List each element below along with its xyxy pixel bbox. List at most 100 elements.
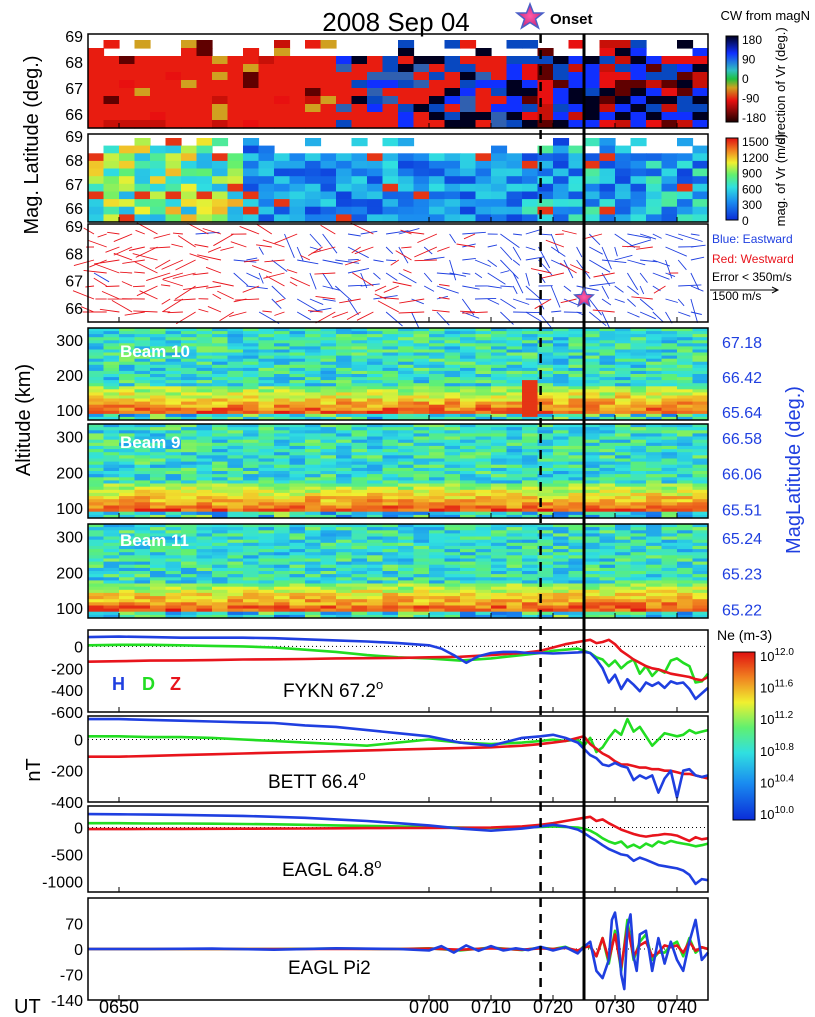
ne-cell [646, 558, 662, 563]
ne-cell [181, 614, 197, 619]
ne-cell [413, 398, 430, 403]
ne-cell [212, 539, 228, 544]
ne-cell [475, 407, 492, 412]
ne-cell [336, 355, 352, 360]
ne-cell [630, 480, 647, 484]
ne-cell [398, 477, 414, 481]
direction-cell [165, 64, 182, 73]
magnitude-cell [103, 145, 120, 154]
ne-cell [444, 611, 461, 616]
ne-cell [227, 464, 244, 469]
ne-cell [398, 502, 414, 506]
ne-cell [568, 370, 585, 375]
ne-cell [305, 340, 321, 344]
ne-cell [258, 331, 275, 335]
velocity-vector [347, 267, 369, 274]
ne-cell [88, 574, 104, 578]
ne-cell [506, 452, 523, 456]
ne-cell [677, 505, 693, 510]
direction-cell [289, 120, 306, 129]
ne-cell [413, 605, 430, 610]
ne-cell [677, 489, 693, 494]
ne-cell [181, 343, 197, 347]
ne-cell [413, 445, 430, 450]
velocity-vector [513, 233, 522, 236]
velocity-vector [614, 246, 618, 257]
ne-cell [475, 355, 492, 360]
ne-cell [274, 374, 290, 378]
ne-cell [103, 442, 120, 447]
ne-cell [243, 355, 259, 360]
ne-cell [103, 361, 120, 366]
ne-cell [584, 477, 600, 481]
direction-cell [103, 56, 120, 65]
ne-cell [475, 340, 492, 344]
ne-cell [150, 574, 166, 578]
ne-cell [305, 424, 321, 428]
ne-cell [630, 539, 647, 544]
ne-cell [677, 536, 693, 541]
ne-cell [305, 328, 321, 332]
ne-cell [429, 583, 445, 588]
magnitude-cell [661, 183, 678, 192]
direction-cell [320, 104, 337, 113]
ne-cell [522, 542, 538, 547]
direction-cell [475, 104, 492, 113]
ne-cell [351, 334, 368, 338]
direction-cell [274, 72, 291, 81]
ne-cell [491, 386, 507, 390]
ne-cell [243, 455, 259, 459]
ne-cell [103, 364, 120, 369]
ne-cell [692, 355, 709, 360]
ne-cell [351, 483, 368, 488]
panel-frame [87, 715, 709, 803]
ne-cell [692, 452, 709, 456]
ne-cell [212, 571, 228, 575]
magnitude-cell [367, 160, 384, 170]
ne-cell [475, 571, 492, 575]
ne-cell [367, 395, 383, 400]
ne-cell [150, 364, 166, 369]
magnitude-cell [181, 168, 198, 177]
magnitude-cell [103, 206, 120, 215]
magnitude-cell [150, 145, 167, 154]
ne-cell [630, 430, 647, 434]
ne-cell [615, 361, 631, 366]
ne-cell [382, 549, 399, 553]
ne-cell [599, 571, 616, 575]
ne-cell [351, 524, 368, 528]
ne-cell [367, 492, 383, 497]
ne-cell [537, 524, 554, 528]
ne-cell [274, 508, 290, 513]
ne-cell [568, 346, 585, 350]
ne-cell [491, 370, 507, 375]
ne-cell [150, 452, 166, 456]
ne-cell [460, 346, 476, 350]
ne-cell [165, 492, 182, 497]
ne-cell [227, 589, 244, 594]
ne-cell [475, 430, 492, 434]
ne-cell [475, 524, 492, 528]
ne-cell [413, 430, 430, 434]
ne-cell [522, 614, 538, 619]
ne-cell [258, 386, 275, 390]
ne-cell [429, 614, 445, 619]
direction-cell [599, 104, 616, 113]
ne-cell [506, 464, 523, 469]
magnitude-cell [692, 206, 709, 215]
velocity-vector [246, 272, 260, 280]
ne-cell [274, 464, 290, 469]
magnitude-cell [258, 160, 275, 170]
ne-cell [351, 337, 368, 341]
ne-cell [413, 602, 430, 606]
ne-cell [119, 424, 135, 428]
ne-cell [119, 380, 135, 384]
direction-cell [444, 40, 461, 49]
direction-cell [491, 80, 508, 89]
direction-cell [305, 96, 322, 105]
ne-cell [677, 374, 693, 378]
ne-cell [506, 533, 523, 537]
ne-cell [537, 542, 554, 547]
ne-cell [212, 524, 228, 528]
ne-cell [677, 383, 693, 387]
